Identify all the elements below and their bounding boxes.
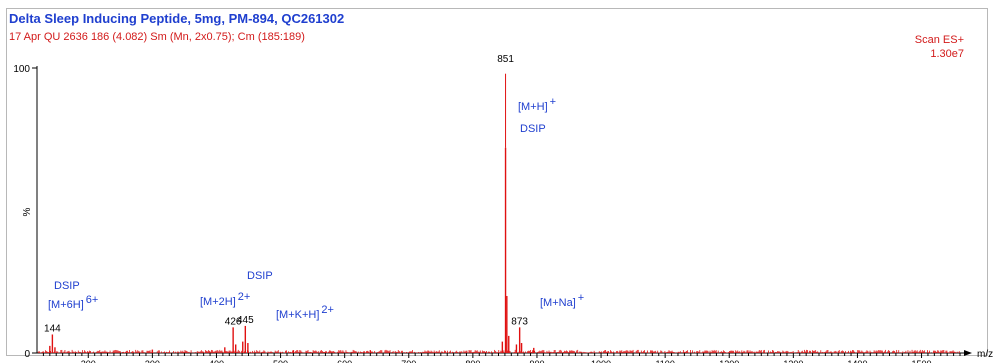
y-axis-title: % xyxy=(22,207,33,216)
x-tick-label-1200: 1200 xyxy=(719,359,739,363)
spectrum-frame xyxy=(6,8,988,356)
acquisition-info: 17 Apr QU 2636 186 (4.082) Sm (Mn, 2x0.7… xyxy=(9,31,305,43)
annotation-dsip-6h-name: DSIP xyxy=(54,280,80,292)
x-tick-label-1500: 1500 xyxy=(912,359,932,363)
peak-label-873: 873 xyxy=(511,316,528,327)
x-axis-arrow xyxy=(964,350,972,356)
peak-label-851: 851 xyxy=(497,54,514,65)
annotation-dsip-h-ion: [M+H] + xyxy=(518,96,556,113)
annotation-dsip-2h-ion: [M+2H] 2+ xyxy=(200,291,250,308)
x-tick-label-900: 900 xyxy=(529,359,544,363)
x-tick-label-700: 700 xyxy=(401,359,416,363)
x-tick-label-400: 400 xyxy=(209,359,224,363)
annotation-dsip-2h-name: DSIP xyxy=(247,270,273,282)
baseline-noise xyxy=(37,349,960,353)
peak-label-426: 426 xyxy=(225,316,242,327)
annotation-dsip-h-name: DSIP xyxy=(520,123,546,135)
x-axis-title: m/z xyxy=(977,349,993,360)
annotation-dsip-kh-ion: [M+K+H] 2+ xyxy=(276,304,334,321)
x-tick-label-500: 500 xyxy=(273,359,288,363)
x-tick-label-1400: 1400 xyxy=(847,359,867,363)
x-tick-label-1100: 1100 xyxy=(655,359,674,363)
x-tick-label-600: 600 xyxy=(337,359,352,363)
annotation-dsip-6h-ion: [M+6H] 6+ xyxy=(48,294,98,311)
scan-mode: Scan ES+ xyxy=(914,34,964,46)
y-tick-label-100: 100 xyxy=(13,64,30,75)
peak-label-144: 144 xyxy=(44,323,61,334)
x-tick-label-800: 800 xyxy=(465,359,480,363)
peak-label-445: 445 xyxy=(237,315,254,326)
spectrum-title: Delta Sleep Inducing Peptide, 5mg, PM-89… xyxy=(9,11,345,26)
scan-info: Scan ES+ 1.30e7 xyxy=(915,33,964,61)
x-tick-label-1300: 1300 xyxy=(783,359,803,363)
scan-intensity: 1.30e7 xyxy=(930,48,964,60)
annotation-dsip-na-ion: [M+Na] + xyxy=(540,292,584,309)
y-tick-label-0: 0 xyxy=(24,349,30,360)
x-tick-label-200: 200 xyxy=(81,359,96,363)
x-tick-label-300: 300 xyxy=(145,359,160,363)
